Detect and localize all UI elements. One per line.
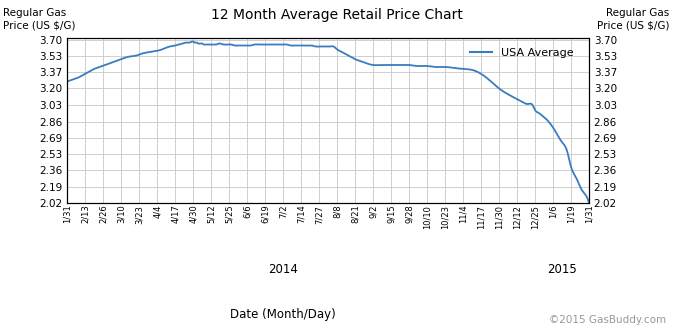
Text: 2015: 2015	[547, 262, 577, 276]
Text: 12 Month Average Retail Price Chart: 12 Month Average Retail Price Chart	[211, 8, 462, 22]
Legend: USA Average: USA Average	[466, 43, 578, 62]
Text: Regular Gas
Price (US $/G): Regular Gas Price (US $/G)	[3, 8, 76, 31]
Text: Regular Gas
Price (US $/G): Regular Gas Price (US $/G)	[597, 8, 670, 31]
Text: 2014: 2014	[268, 262, 298, 276]
Text: Date (Month/Day): Date (Month/Day)	[229, 308, 336, 321]
Text: ©2015 GasBuddy.com: ©2015 GasBuddy.com	[549, 315, 666, 325]
